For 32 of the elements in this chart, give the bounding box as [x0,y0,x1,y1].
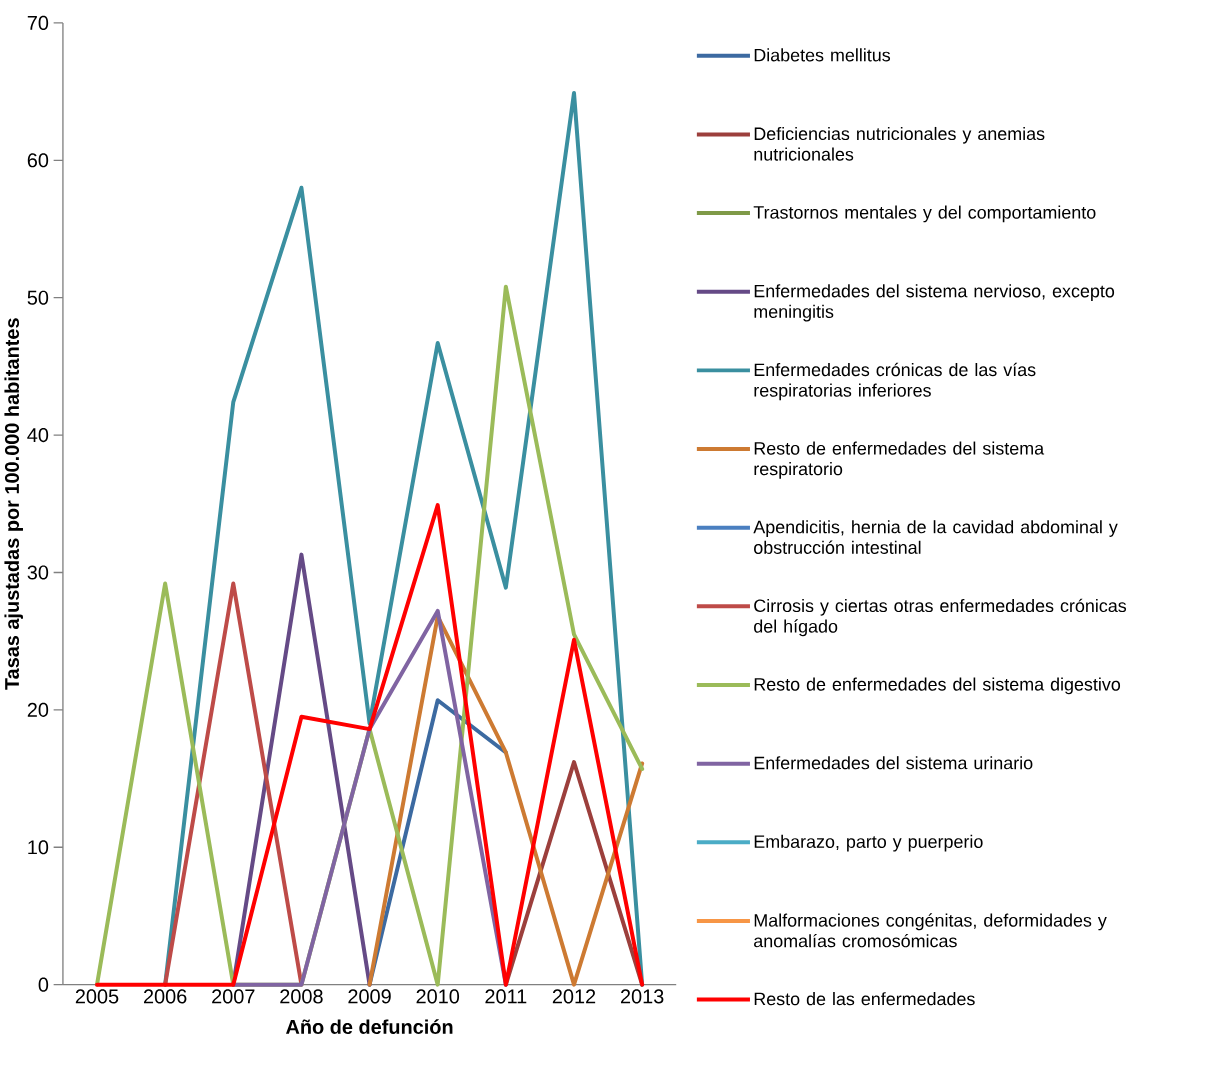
legend-label: Embarazo, parto y puerperio [754,834,983,852]
x-tick-label: 2010 [416,989,460,1004]
x-tick-label: 2013 [620,989,664,1004]
legend-label: Malformaciones congénitas, deformidades y anomalías cromosómicas [754,913,1107,948]
y-tick-label: 70 [27,15,49,30]
legend-label: Cirrosis y ciertas otras enfermedades crónicas del hígado [754,598,1127,637]
legend-label: Apendicitis, hernia de la cavidad abdominal y obstrucción intestinal [753,520,1118,554]
x-tick-label: 2009 [348,989,391,1004]
x-tick-label: 2006 [143,989,187,1004]
y-tick-label: 40 [27,427,49,442]
y-axis-title: Tasas ajustadas por 100.000 habitantes [4,318,23,690]
x-tick-label: 2008 [280,989,323,1004]
x-tick-label: 2005 [75,989,119,1004]
y-tick-label: 0 [38,977,49,992]
legend-label: Enfermedades del sistema nervioso, excepto meningitis [754,284,1115,322]
legend-label: Diabetes mellitus [754,48,891,62]
y-tick-label: 30 [27,565,49,580]
legend-label: Trastornos mentales y del comportamiento [753,205,1096,223]
y-tick-label: 10 [28,840,49,855]
legend-label: Resto de las enfermedades [754,991,975,1006]
legend-label: Enfermedades del sistema urinario [754,756,1033,770]
y-tick-label: 50 [27,290,49,305]
legend-label: Resto de enfermedades del sistema respiratorio [754,441,1045,479]
legend-label: Enfermedades crónicas de las vías respiratorias inferiores [754,362,1036,401]
x-tick-label: 2012 [552,989,596,1004]
y-tick-label: 60 [27,153,49,168]
x-axis-title: Año de defunción [286,1019,453,1034]
x-tick-label: 2011 [485,989,527,1004]
x-tick-label: 2007 [212,989,255,1004]
legend-label: Resto de enfermedades del sistema digestivo [754,677,1121,695]
y-tick-label: 20 [27,702,49,717]
legend-label: Deficiencias nutricionales y anemias nutricionales [754,126,1045,161]
